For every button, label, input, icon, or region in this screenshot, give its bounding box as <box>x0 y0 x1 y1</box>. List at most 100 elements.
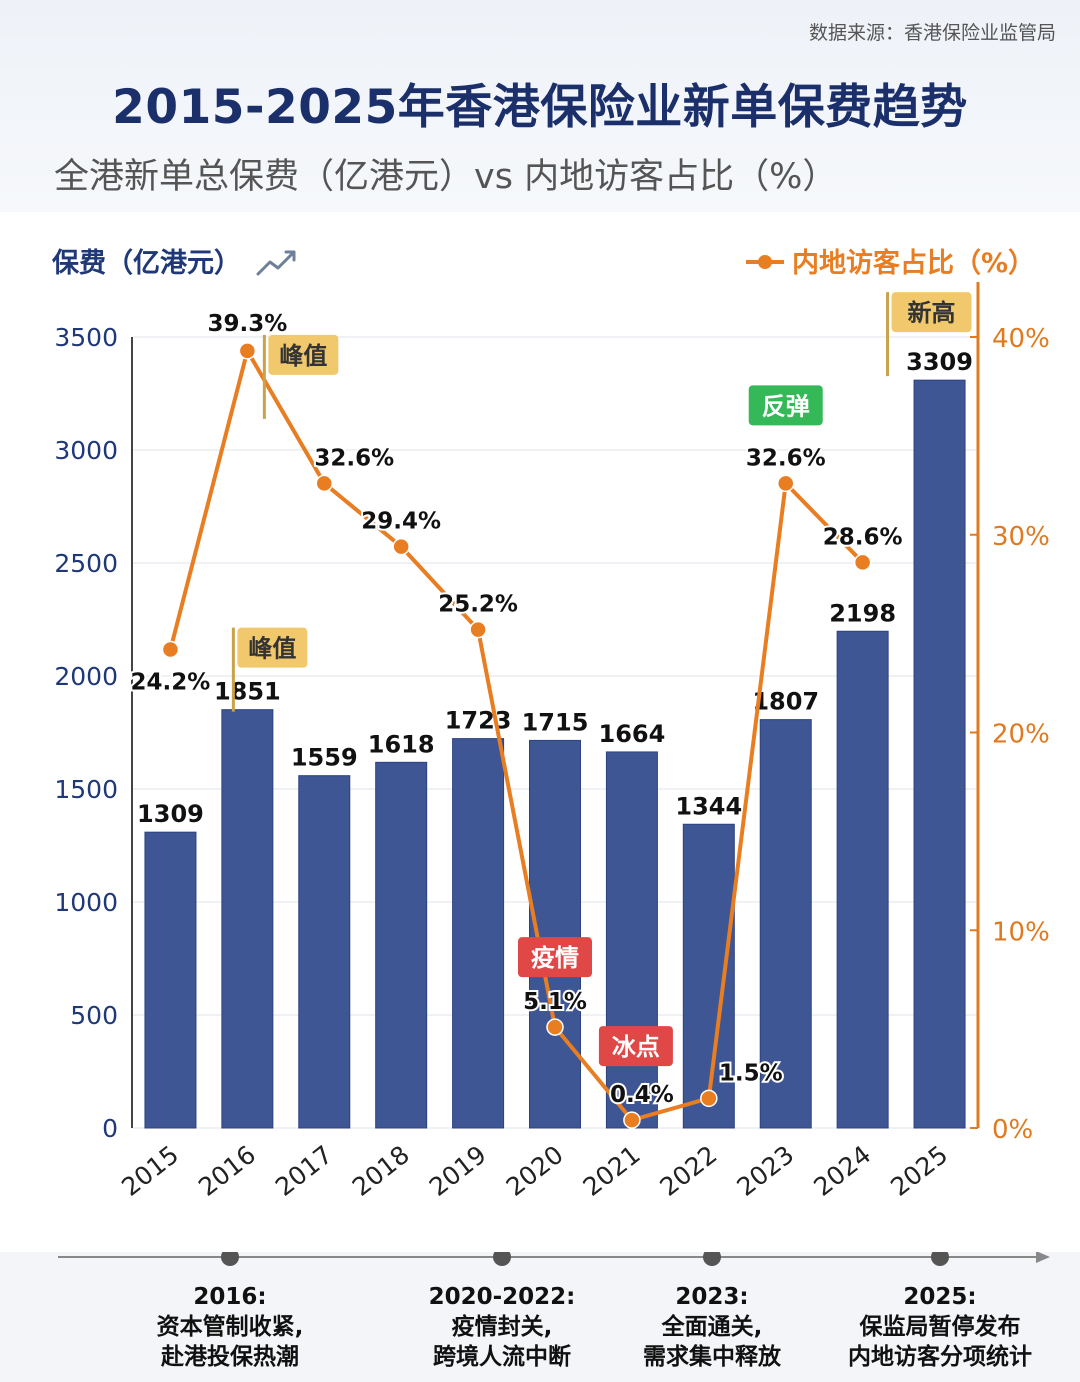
line-point <box>776 474 795 493</box>
annotation-tag <box>518 937 592 978</box>
bar <box>605 751 658 1129</box>
timeline: 2016: 资本管制收紧, 赴港投保热潮 2020-2022: 疫情封关, 跨境人流中断 2… <box>0 1252 1080 1382</box>
timeline-arrow-icon <box>1036 1252 1050 1263</box>
timeline-event-year: 2023: <box>675 1284 749 1310</box>
annotation-label: 新高 <box>908 299 956 327</box>
annotation-tag <box>237 627 308 668</box>
right-tick-label: 40% <box>992 324 1050 354</box>
bar-value-label: 1807 <box>752 688 819 716</box>
line-point <box>161 640 180 659</box>
left-tick-label: 1000 <box>54 888 118 917</box>
timeline-event-text: 资本管制收紧, <box>156 1314 304 1340</box>
line-point <box>853 553 872 572</box>
right-tick-label: 0% <box>992 1115 1033 1145</box>
timeline-event-text: 保监局暂停发布 <box>859 1314 1021 1340</box>
timeline-event: 2016: 资本管制收紧, 赴港投保热潮 <box>120 1282 340 1372</box>
line-series <box>168 348 865 1123</box>
line-value-label: 1.5% <box>719 1060 783 1086</box>
line-value-label: 0.4% <box>610 1082 674 1108</box>
bar-value-label: 1715 <box>522 708 589 736</box>
chart-subtitle: 全港新单总保费（亿港元）vs 内地访客占比（%） <box>54 157 838 197</box>
bar <box>144 831 197 1129</box>
line-value-label: 5.1% <box>523 989 587 1015</box>
bar-value-label: 1618 <box>368 730 435 758</box>
left-axis-title: 保费（亿港元） <box>51 248 241 279</box>
annotation-tag <box>268 334 339 375</box>
bar-value-label: 2198 <box>829 599 896 627</box>
x-tick-label: 2017 <box>270 1140 338 1202</box>
line-point <box>623 1111 641 1129</box>
annotation-tag <box>598 1026 673 1067</box>
annotation-label: 反弹 <box>762 392 810 420</box>
left-tick-label: 3000 <box>54 436 118 465</box>
x-tick-label: 2022 <box>655 1140 723 1202</box>
timeline-event-year: 2016: <box>193 1284 267 1310</box>
line-point <box>469 620 487 639</box>
bar <box>913 379 966 1129</box>
x-tick-label: 2023 <box>731 1140 799 1202</box>
timeline-node <box>703 1252 721 1266</box>
timeline-event: 2020-2022: 疫情封关, 跨境人流中断 <box>392 1282 612 1372</box>
x-tick-label: 2015 <box>116 1140 184 1202</box>
x-tick-label: 2018 <box>347 1140 415 1202</box>
data-source: 数据来源：香港保险业监管局 <box>808 22 1056 44</box>
timeline-node <box>493 1252 511 1266</box>
timeline-node <box>931 1252 949 1266</box>
bar-value-label: 1723 <box>445 707 512 735</box>
timeline-node <box>221 1252 239 1266</box>
x-tick-label: 2024 <box>808 1140 876 1202</box>
timeline-event-text: 疫情封关, <box>451 1314 553 1340</box>
line-point <box>392 537 410 556</box>
annotation-label: 冰点 <box>612 1033 660 1061</box>
timeline-event-text: 跨境人流中断 <box>433 1344 571 1370</box>
combo-chart: 0 500 1000 1500 2000 2500 3000 3500 0% 10% 20% 30% 4… <box>51 247 1050 1202</box>
right-tick-label: 20% <box>992 720 1050 750</box>
timeline-axis <box>58 1252 1050 1266</box>
bar-value-label: 1664 <box>599 720 666 748</box>
line-point <box>238 342 257 360</box>
right-tick-label: 10% <box>992 917 1050 947</box>
timeline-event: 2025: 保监局暂停发布 内地访客分项统计 <box>830 1282 1050 1372</box>
line-value-label: 32.6% <box>314 445 394 471</box>
timeline-event-text: 全面通关, <box>661 1314 763 1340</box>
timeline-event-year: 2020-2022: <box>428 1284 576 1310</box>
annotation-label: 峰值 <box>248 635 296 663</box>
line-point <box>546 1018 564 1036</box>
bar-value-label: 1344 <box>675 792 742 820</box>
annotation-label: 疫情 <box>531 944 579 972</box>
annotation-tag <box>748 385 823 426</box>
x-tick-label: 2025 <box>885 1140 953 1202</box>
line-value-label: 25.2% <box>438 592 518 618</box>
line-value-label: 39.3% <box>207 311 287 337</box>
timeline-event-text: 内地访客分项统计 <box>848 1344 1032 1370</box>
bar <box>298 775 351 1129</box>
left-tick-label: 1500 <box>54 775 118 804</box>
line-point <box>700 1089 718 1108</box>
chart-title: 2015-2025年香港保险业新单保费趋势 <box>112 80 968 135</box>
timeline-event-text: 需求集中释放 <box>643 1344 781 1370</box>
left-tick-label: 2000 <box>54 662 118 691</box>
annotation-label: 峰值 <box>279 342 327 370</box>
bar-value-label: 1309 <box>137 800 204 828</box>
line-value-label: 28.6% <box>823 524 903 550</box>
bar-value-label: 1559 <box>291 744 358 772</box>
left-tick-label: 0 <box>102 1114 118 1143</box>
bar <box>759 719 812 1129</box>
right-tick-label: 30% <box>992 522 1050 552</box>
bar <box>375 761 428 1129</box>
left-tick-label: 3500 <box>54 323 118 352</box>
x-tick-label: 2021 <box>578 1140 646 1202</box>
trend-up-icon <box>256 250 296 276</box>
bar <box>221 709 274 1129</box>
left-tick-label: 2500 <box>54 549 118 578</box>
header: 数据来源：香港保险业监管局 2015-2025年香港保险业新单保费趋势 全港新单… <box>0 0 1080 212</box>
timeline-event-year: 2025: <box>903 1284 977 1310</box>
line-value-label: 32.6% <box>746 445 826 471</box>
bar-value-label: 1851 <box>214 678 281 706</box>
annotation-tag <box>891 292 972 333</box>
timeline-event-text: 赴港投保热潮 <box>161 1344 299 1370</box>
line-marker-icon <box>758 255 772 269</box>
bar <box>452 738 505 1129</box>
line-point <box>315 474 334 493</box>
